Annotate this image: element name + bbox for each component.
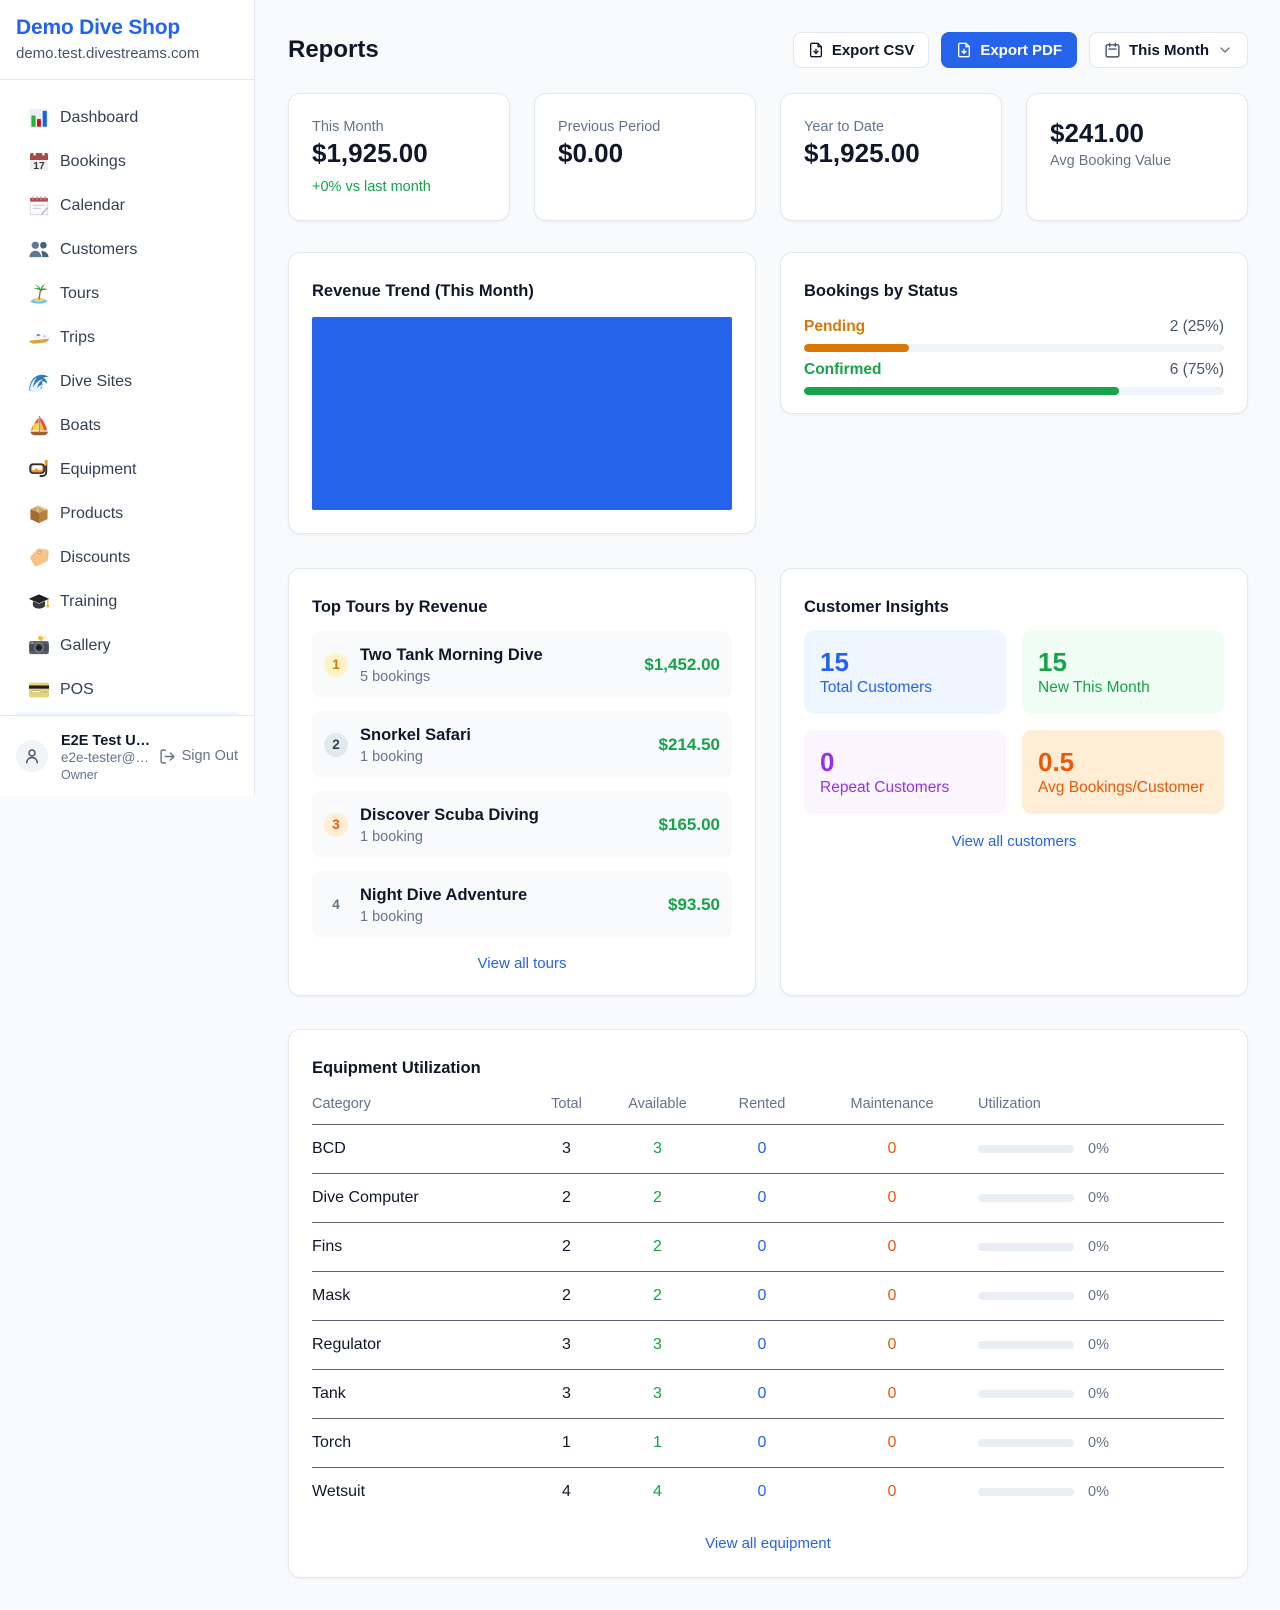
svg-text:17: 17 [33,161,45,172]
